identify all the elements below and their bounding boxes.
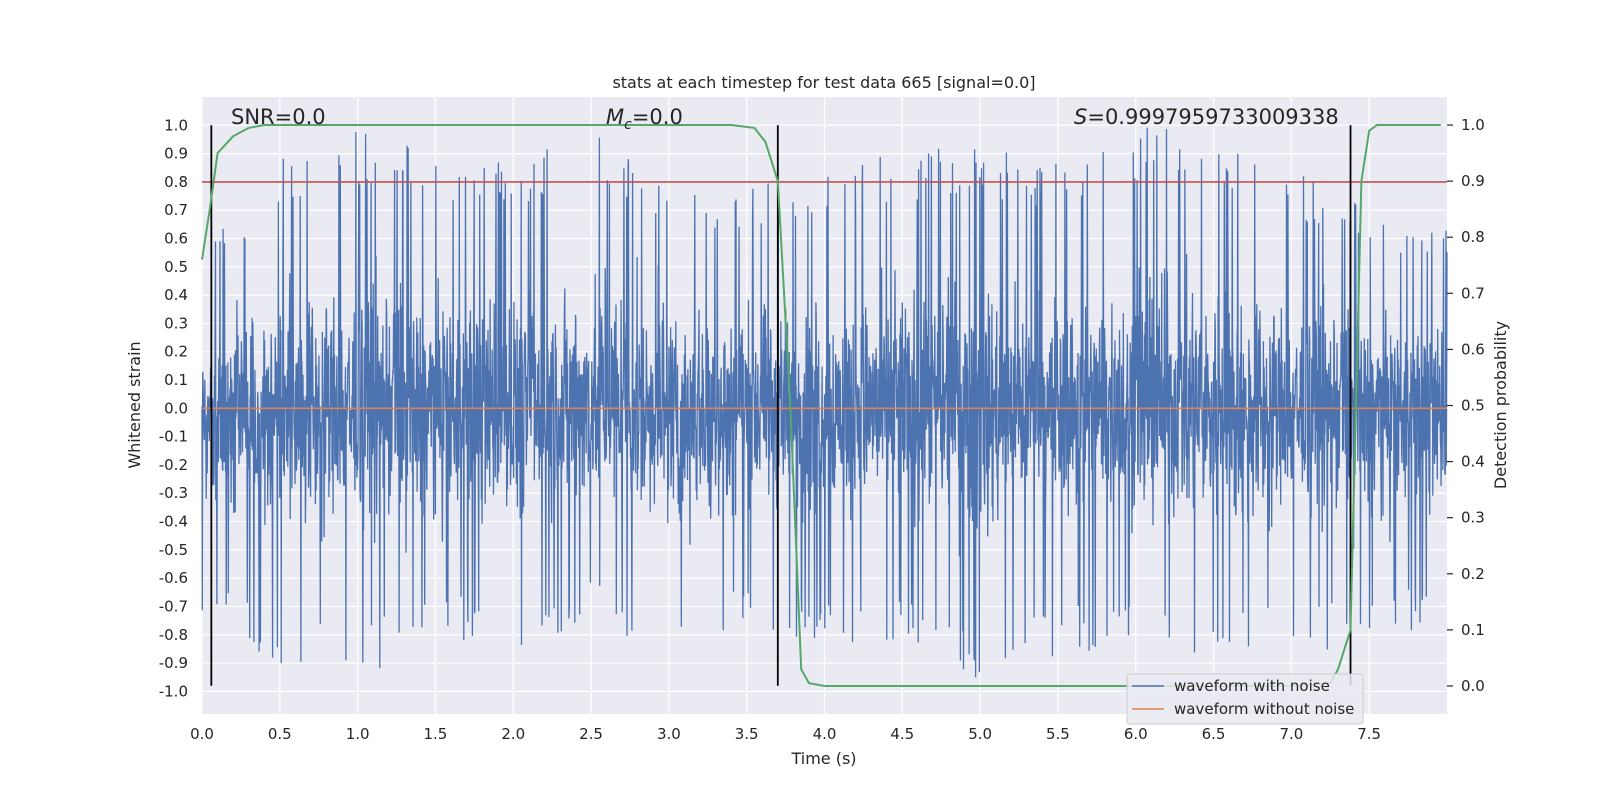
y-tick-label: -0.8 — [159, 626, 188, 644]
y-axis-label: Whitened strain — [125, 341, 144, 468]
x-tick-label: 5.0 — [968, 725, 992, 743]
noisy-waveform-line — [201, 127, 1448, 678]
mc-annotation: Mc=0.0 — [606, 105, 683, 133]
y-tick-label: -0.9 — [159, 654, 188, 672]
x-tick-label: 6.5 — [1202, 725, 1226, 743]
x-tick-label: 0.5 — [268, 725, 292, 743]
legend-label-noise: waveform with noise — [1174, 677, 1330, 695]
x-axis-ticks: 0.0 0.5 1.0 1.5 2.0 2.5 3.0 3.5 4.0 4.5 5.0 5.5 6.0 6… — [190, 725, 1381, 743]
legend: waveform with noise waveform without noi… — [1126, 673, 1364, 725]
detection-probability-line — [201, 124, 1441, 687]
x-tick-label: 3.0 — [657, 725, 681, 743]
mc-subscript: c — [624, 117, 632, 133]
y-tick-label: -0.7 — [159, 597, 188, 615]
y2-tick-label: 0.1 — [1461, 621, 1485, 639]
x-tick-label: 4.0 — [813, 725, 837, 743]
y-tick-label: -0.2 — [159, 456, 188, 474]
x-axis-label: Time (s) — [790, 749, 856, 768]
x-tick-label: 1.5 — [424, 725, 448, 743]
y-tick-label: 0.8 — [164, 173, 188, 191]
x-tick-label: 7.0 — [1279, 725, 1303, 743]
x-tick-label: 0.0 — [190, 725, 214, 743]
noise-series — [201, 127, 1448, 678]
y2-tick-label: 0.3 — [1461, 509, 1485, 527]
y-tick-label: -0.4 — [159, 513, 188, 531]
y-tick-label: 0.9 — [164, 145, 188, 163]
x-tick-label: 3.5 — [735, 725, 759, 743]
y-tick-label: 0.2 — [164, 343, 188, 361]
y-tick-label: 0.1 — [164, 371, 188, 389]
snr-annotation: SNR=0.0 — [231, 105, 326, 129]
legend-box — [1126, 673, 1364, 725]
chart-title: stats at each timestep for test data 665… — [612, 73, 1035, 92]
y2-tick-label: 1.0 — [1461, 116, 1485, 134]
y2-tick-label: 0.5 — [1461, 397, 1485, 415]
y-tick-label: 0.7 — [164, 201, 188, 219]
x-tick-label: 2.0 — [501, 725, 525, 743]
y-tick-label: 1.0 — [164, 116, 188, 134]
x-tick-label: 7.5 — [1357, 725, 1381, 743]
x-tick-label: 2.5 — [579, 725, 603, 743]
mc-symbol: M — [606, 105, 624, 129]
x-tick-label: 6.0 — [1124, 725, 1148, 743]
y2-tick-label: 0.9 — [1461, 172, 1485, 190]
y-tick-label: -0.1 — [159, 428, 188, 446]
y2-tick-label: 0.4 — [1461, 453, 1485, 471]
y-tick-label: 0.6 — [164, 230, 188, 248]
x-tick-label: 1.0 — [346, 725, 370, 743]
y-tick-label: -0.3 — [159, 484, 188, 502]
y2-tick-label: 0.7 — [1461, 284, 1485, 302]
mc-value: =0.0 — [632, 105, 683, 129]
y2-tick-label: 0.0 — [1461, 677, 1485, 695]
y2-axis-ticks: 1.0 0.9 0.8 0.7 0.6 0.5 0.4 0.3 0.2 0.1 0.0 — [1447, 116, 1485, 695]
y-tick-label: -0.5 — [159, 541, 188, 559]
y-axis-ticks: 1.0 0.9 0.8 0.7 0.6 0.5 0.4 0.3 0.2 0.1 0.0 -0.1 -0.… — [159, 116, 188, 700]
y-tick-label: -1.0 — [159, 682, 188, 700]
y2-tick-label: 0.6 — [1461, 340, 1485, 358]
y-tick-label: 0.5 — [164, 258, 188, 276]
y2-tick-label: 0.8 — [1461, 228, 1485, 246]
s-annotation: S=0.9997959733009338 — [1074, 105, 1339, 129]
x-tick-label: 5.5 — [1046, 725, 1070, 743]
y-tick-label: -0.6 — [159, 569, 188, 587]
legend-label-clean: waveform without noise — [1174, 700, 1354, 718]
y-tick-label: 0.0 — [164, 399, 188, 417]
y-tick-label: 0.4 — [164, 286, 188, 304]
y2-axis-label: Detection probability — [1491, 321, 1510, 489]
y2-tick-label: 0.2 — [1461, 565, 1485, 583]
overlays — [201, 124, 1447, 687]
y-tick-label: 0.3 — [164, 314, 188, 332]
s-value: =0.9997959733009338 — [1087, 105, 1338, 129]
s-symbol: S — [1074, 105, 1087, 129]
x-tick-label: 4.5 — [890, 725, 914, 743]
